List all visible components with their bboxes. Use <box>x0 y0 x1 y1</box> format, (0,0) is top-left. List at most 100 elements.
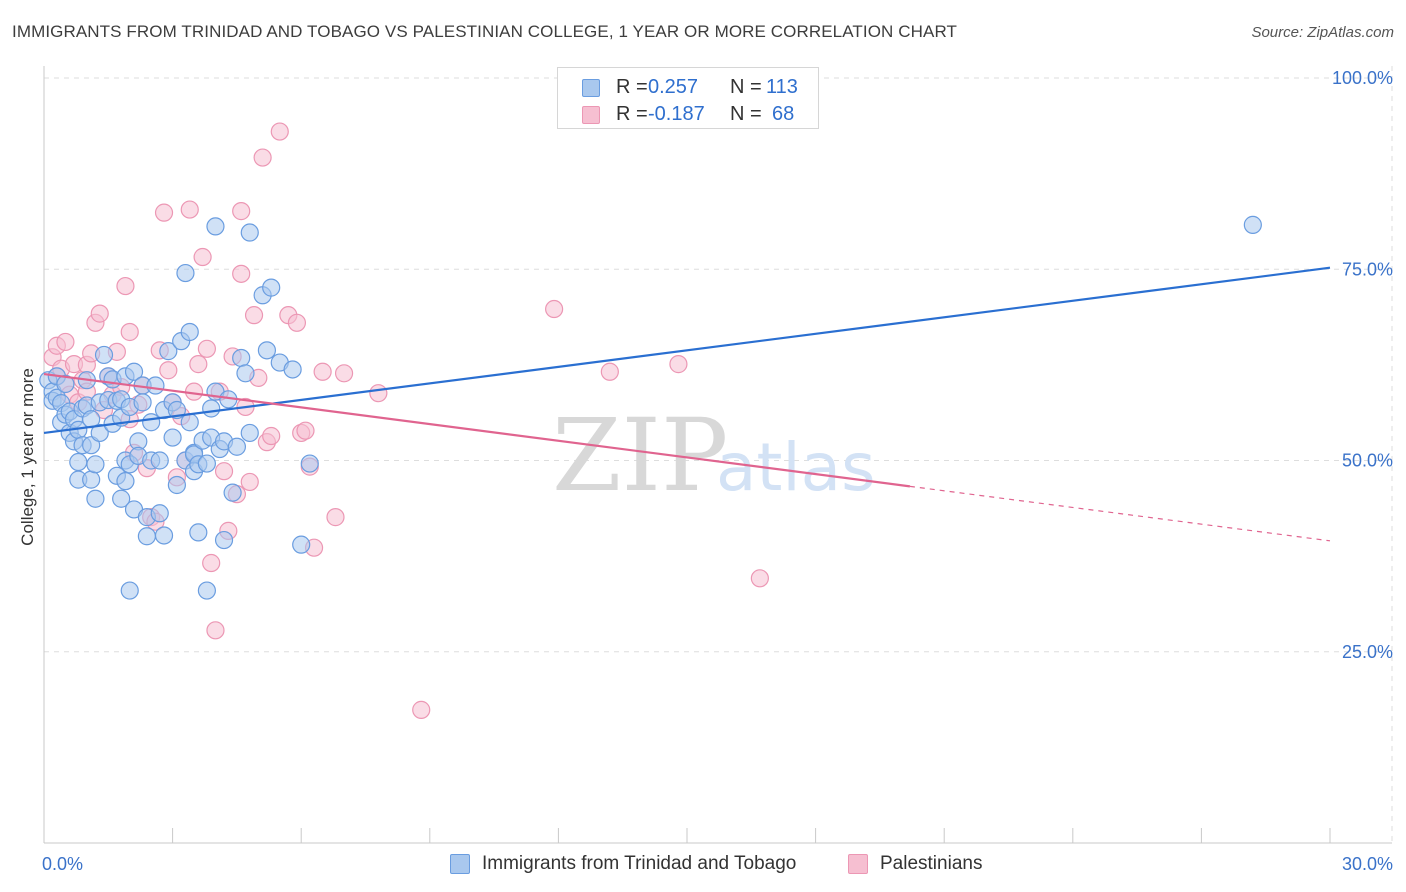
data-point-trinidad <box>86 455 105 474</box>
data-point-palestinians <box>154 203 174 222</box>
data-point-palestinians <box>232 264 251 283</box>
data-point-palestinians <box>334 364 354 383</box>
data-point-trinidad <box>236 364 255 383</box>
data-point-trinidad <box>56 374 75 394</box>
data-point-trinidad <box>197 581 216 600</box>
data-point-trinidad <box>262 278 281 297</box>
chart-title: IMMIGRANTS FROM TRINIDAD AND TOBAGO VS P… <box>12 22 957 41</box>
x-tick-label: 0.0% <box>42 854 83 874</box>
legend-swatch-pink <box>848 854 868 874</box>
data-point-trinidad <box>69 452 88 472</box>
data-point-palestinians <box>180 200 199 219</box>
data-point-palestinians <box>669 355 688 374</box>
r-value: 0.257 <box>648 76 699 98</box>
data-point-trinidad <box>197 454 216 473</box>
data-point-trinidad <box>146 376 165 395</box>
data-point-trinidad <box>1243 215 1262 234</box>
data-point-trinidad <box>227 437 246 456</box>
data-point-trinidad <box>137 527 156 546</box>
data-point-trinidad <box>202 399 221 418</box>
data-point-trinidad <box>180 413 199 432</box>
legend-swatch-pink <box>582 106 600 124</box>
data-point-palestinians <box>240 472 259 492</box>
data-point-trinidad <box>257 341 277 360</box>
data-point-palestinians <box>296 421 315 440</box>
data-point-trinidad <box>150 504 169 523</box>
source-credit: Source: ZipAtlas.com <box>1251 24 1394 41</box>
series-trinidad-tobago <box>39 215 1262 600</box>
n-label: N = <box>730 103 762 125</box>
data-point-palestinians <box>244 306 264 325</box>
data-point-trinidad <box>214 530 234 550</box>
y-tick-label: 50.0% <box>1342 451 1393 471</box>
data-point-palestinians <box>326 508 345 527</box>
y-axis-title: College, 1 year or more <box>18 368 37 546</box>
n-value: 113 <box>766 76 798 98</box>
data-point-trinidad <box>124 362 144 381</box>
data-point-trinidad <box>90 423 109 443</box>
data-point-trinidad <box>82 470 101 489</box>
data-point-trinidad <box>150 451 169 470</box>
y-tick-label: 75.0% <box>1342 259 1393 279</box>
data-point-palestinians <box>750 569 769 588</box>
r-label: R = <box>616 76 648 98</box>
trend-line-palestinians-extension <box>909 485 1331 542</box>
data-point-trinidad <box>189 523 208 542</box>
data-point-trinidad <box>283 360 302 379</box>
data-point-trinidad <box>240 423 259 443</box>
trend-line-trinidad <box>43 266 1331 435</box>
data-point-palestinians <box>214 462 234 481</box>
r-value: -0.187 <box>648 103 705 125</box>
data-point-palestinians <box>287 313 307 332</box>
data-point-trinidad <box>180 322 199 342</box>
data-point-trinidad <box>116 472 135 491</box>
data-point-palestinians <box>189 355 208 374</box>
data-point-trinidad <box>167 475 186 495</box>
data-point-palestinians <box>56 332 75 352</box>
data-point-trinidad <box>223 483 242 502</box>
axes <box>43 66 1392 844</box>
r-label: R = <box>616 103 648 125</box>
data-point-palestinians <box>193 247 212 267</box>
data-point-palestinians <box>313 362 332 381</box>
gridlines <box>44 66 1393 843</box>
data-point-palestinians <box>120 322 139 342</box>
y-tick-label: 100.0% <box>1332 68 1393 88</box>
data-point-trinidad <box>163 428 182 447</box>
trend-lines <box>43 266 1331 542</box>
data-point-trinidad <box>86 489 105 508</box>
n-value: 68 <box>772 103 795 125</box>
data-point-trinidad <box>133 393 152 412</box>
data-point-palestinians <box>253 148 272 167</box>
watermark: ZIP atlas <box>552 397 876 514</box>
legend-label: Palestinians <box>880 853 983 874</box>
y-tick-label: 25.0% <box>1342 642 1393 662</box>
data-point-trinidad <box>176 263 195 283</box>
data-point-trinidad <box>300 454 319 473</box>
data-point-trinidad <box>94 345 114 365</box>
data-point-palestinians <box>159 361 178 380</box>
correlation-legend: R = 0.257 N = 113 R = -0.187 N = 68 <box>557 67 819 129</box>
n-label: N = <box>730 76 762 98</box>
data-point-trinidad <box>240 223 259 242</box>
data-point-palestinians <box>369 384 388 403</box>
data-point-palestinians <box>232 202 251 221</box>
data-point-palestinians <box>197 339 216 358</box>
legend-swatch-blue <box>450 854 470 874</box>
data-point-trinidad <box>112 489 131 508</box>
trend-line-palestinians <box>43 372 911 488</box>
data-point-palestinians <box>270 122 289 141</box>
legend-label: Immigrants from Trinidad and Tobago <box>482 853 797 874</box>
data-point-trinidad <box>206 217 225 236</box>
data-point-palestinians <box>116 276 135 296</box>
data-point-palestinians <box>600 362 619 381</box>
data-point-palestinians <box>206 621 225 640</box>
legend-swatch-blue <box>582 79 600 97</box>
data-point-palestinians <box>545 299 564 319</box>
data-point-trinidad <box>232 348 251 368</box>
data-point-palestinians <box>262 426 281 446</box>
data-point-trinidad <box>159 342 178 361</box>
data-point-palestinians <box>412 700 431 719</box>
data-point-palestinians <box>90 304 109 323</box>
